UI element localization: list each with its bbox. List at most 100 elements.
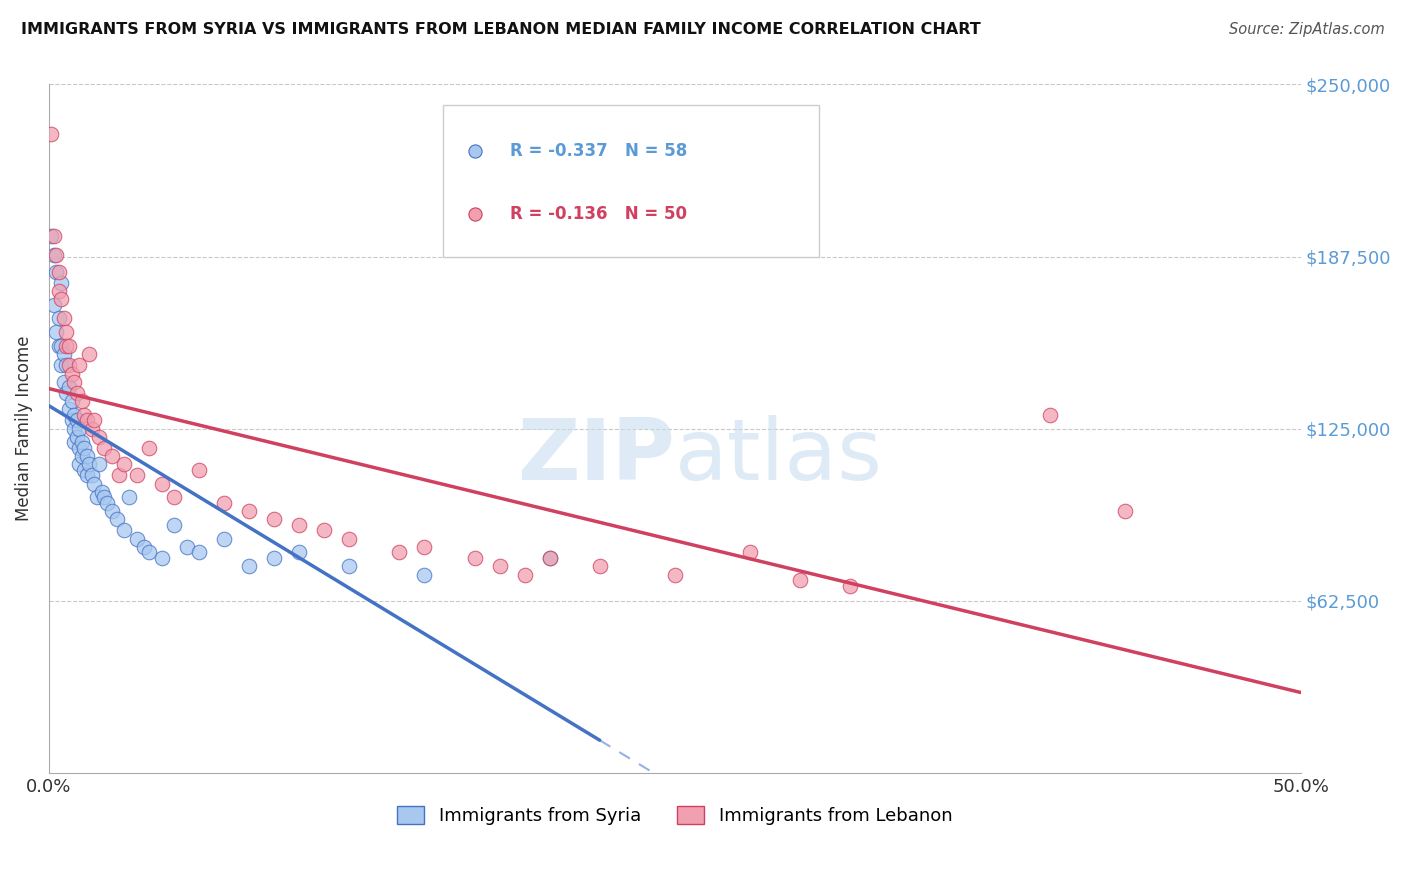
Point: [53, 347, 76, 361]
Point: [538, 551, 561, 566]
Point: [288, 518, 311, 533]
Point: [488, 559, 510, 574]
Point: [70, 449, 93, 463]
Point: [45, 325, 67, 339]
Point: [150, 551, 173, 566]
Point: [55, 325, 77, 339]
Point: [45, 265, 67, 279]
Point: [67, 441, 90, 455]
Point: [93, 441, 115, 455]
Point: [58, 380, 80, 394]
Point: [60, 413, 83, 427]
Point: [889, 765, 911, 780]
Point: [60, 367, 83, 381]
Point: [238, 504, 260, 518]
Text: atlas: atlas: [675, 415, 883, 498]
Point: [70, 435, 93, 450]
Point: [176, 540, 198, 554]
Point: [63, 375, 86, 389]
Point: [263, 551, 285, 566]
Point: [100, 504, 122, 518]
Point: [108, 468, 131, 483]
Point: [51, 339, 73, 353]
Point: [42, 228, 65, 243]
Point: [100, 449, 122, 463]
Point: [73, 463, 96, 477]
Point: [42, 248, 65, 262]
Point: [413, 540, 436, 554]
Point: [58, 358, 80, 372]
Point: [48, 284, 70, 298]
Point: [80, 421, 103, 435]
Point: [150, 476, 173, 491]
Point: [48, 311, 70, 326]
Point: [839, 578, 862, 592]
Point: [48, 339, 70, 353]
Point: [118, 491, 141, 505]
Text: Source: ZipAtlas.com: Source: ZipAtlas.com: [1229, 22, 1385, 37]
Point: [314, 524, 336, 538]
Point: [125, 532, 148, 546]
Point: [263, 512, 285, 526]
Point: [212, 532, 235, 546]
Point: [83, 413, 105, 427]
Point: [589, 559, 612, 574]
Point: [63, 435, 86, 450]
Point: [65, 413, 87, 427]
Point: [538, 551, 561, 566]
Text: R = -0.337   N = 58: R = -0.337 N = 58: [509, 142, 688, 160]
Point: [70, 394, 93, 409]
Point: [73, 408, 96, 422]
Point: [65, 385, 87, 400]
FancyBboxPatch shape: [443, 105, 818, 257]
Point: [48, 265, 70, 279]
Point: [77, 458, 100, 472]
Text: R = -0.136   N = 50: R = -0.136 N = 50: [509, 205, 686, 223]
Point: [42, 298, 65, 312]
Point: [188, 463, 211, 477]
Point: [738, 545, 761, 559]
Point: [112, 524, 135, 538]
Point: [76, 449, 98, 463]
Point: [288, 545, 311, 559]
Text: ZIP: ZIP: [517, 415, 675, 498]
Point: [212, 496, 235, 510]
Point: [112, 458, 135, 472]
Point: [76, 413, 98, 427]
Point: [163, 491, 186, 505]
Point: [413, 567, 436, 582]
Point: [238, 559, 260, 574]
Point: [664, 567, 686, 582]
Point: [63, 421, 86, 435]
Point: [889, 765, 911, 780]
Text: IMMIGRANTS FROM SYRIA VS IMMIGRANTS FROM LEBANON MEDIAN FAMILY INCOME CORRELATIO: IMMIGRANTS FROM SYRIA VS IMMIGRANTS FROM…: [21, 22, 981, 37]
Point: [105, 512, 128, 526]
Point: [388, 545, 411, 559]
Point: [163, 518, 186, 533]
Point: [76, 468, 98, 483]
Point: [77, 347, 100, 361]
Point: [1039, 408, 1062, 422]
Point: [337, 532, 360, 546]
Point: [125, 468, 148, 483]
Point: [67, 421, 90, 435]
Point: [58, 402, 80, 417]
Y-axis label: Median Family Income: Median Family Income: [15, 336, 32, 521]
Legend: Immigrants from Syria, Immigrants from Lebanon: Immigrants from Syria, Immigrants from L…: [389, 798, 959, 832]
Point: [73, 441, 96, 455]
Point: [138, 441, 160, 455]
Point: [51, 358, 73, 372]
Point: [55, 339, 77, 353]
Point: [53, 311, 76, 326]
Point: [87, 458, 110, 472]
Point: [51, 276, 73, 290]
Point: [80, 468, 103, 483]
Point: [63, 408, 86, 422]
Point: [513, 567, 536, 582]
Point: [41, 127, 63, 141]
Point: [65, 430, 87, 444]
Point: [138, 545, 160, 559]
Point: [55, 385, 77, 400]
Point: [188, 545, 211, 559]
Point: [93, 491, 115, 505]
